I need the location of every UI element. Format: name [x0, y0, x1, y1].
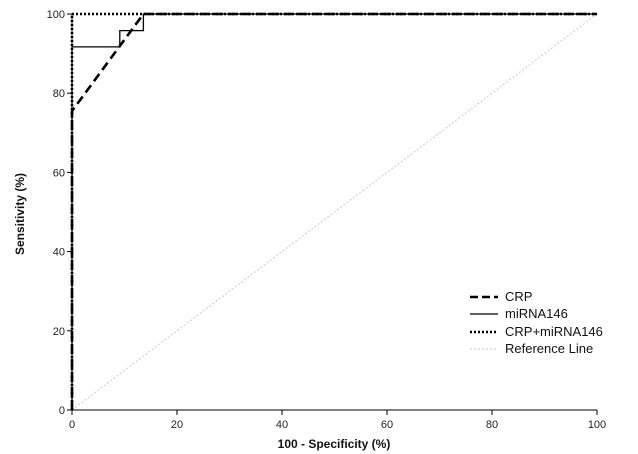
legend-label-mirna146: miRNA146	[505, 306, 568, 321]
x-tick-label-0: 0	[69, 419, 75, 431]
x-tick-label-100: 100	[588, 419, 606, 431]
y-axis-title: Sensitivity (%)	[13, 173, 27, 255]
axes	[71, 14, 597, 411]
y-tick-label-40: 40	[53, 247, 65, 259]
legend: CRP miRNA146 CRP+miRNA146 Reference Line	[470, 289, 603, 356]
y-tick-label-20: 20	[53, 326, 65, 338]
x-tick-label-20: 20	[171, 419, 183, 431]
x-tick-label-60: 60	[381, 419, 393, 431]
x-tick-label-40: 40	[276, 419, 288, 431]
y-tick-label-100: 100	[47, 9, 65, 21]
y-tick-label-60: 60	[53, 167, 65, 179]
legend-label-crp: CRP	[505, 289, 532, 304]
y-tick-label-80: 80	[53, 88, 65, 100]
y-tick-label-0: 0	[59, 405, 65, 417]
legend-label-reference-line: Reference Line	[505, 341, 593, 356]
tick-marks: 0 20 40 60 80 100 0 20 40 60 80 100	[47, 9, 607, 431]
series-line-crp	[70, 12, 597, 410]
series-line-reference-line	[71, 13, 598, 411]
x-axis-title: 100 - Specificity (%)	[278, 437, 391, 451]
legend-label-crp-mirna146: CRP+miRNA146	[505, 324, 603, 339]
x-tick-label-80: 80	[486, 419, 498, 431]
